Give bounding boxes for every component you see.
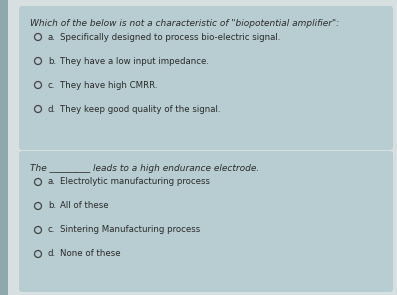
Text: Sintering Manufacturing process: Sintering Manufacturing process: [60, 225, 200, 235]
Text: c.: c.: [48, 225, 55, 235]
FancyBboxPatch shape: [19, 151, 393, 292]
Text: a.: a.: [48, 32, 56, 42]
Text: b.: b.: [48, 201, 56, 211]
Text: d.: d.: [48, 104, 56, 114]
Text: Specifically designed to process bio-electric signal.: Specifically designed to process bio-ele…: [60, 32, 280, 42]
Text: b.: b.: [48, 57, 56, 65]
FancyBboxPatch shape: [19, 6, 393, 150]
Text: Which of the below is not a characteristic of "biopotential amplifier":: Which of the below is not a characterist…: [30, 19, 339, 28]
Text: d.: d.: [48, 250, 56, 258]
Text: The _________ leads to a high endurance electrode.: The _________ leads to a high endurance …: [30, 164, 259, 173]
Text: All of these: All of these: [60, 201, 109, 211]
Text: They keep good quality of the signal.: They keep good quality of the signal.: [60, 104, 220, 114]
Text: c.: c.: [48, 81, 55, 89]
FancyBboxPatch shape: [0, 0, 8, 295]
Text: They have high CMRR.: They have high CMRR.: [60, 81, 158, 89]
Text: None of these: None of these: [60, 250, 121, 258]
Text: a.: a.: [48, 178, 56, 186]
Text: Electrolytic manufacturing process: Electrolytic manufacturing process: [60, 178, 210, 186]
Text: They have a low input impedance.: They have a low input impedance.: [60, 57, 209, 65]
